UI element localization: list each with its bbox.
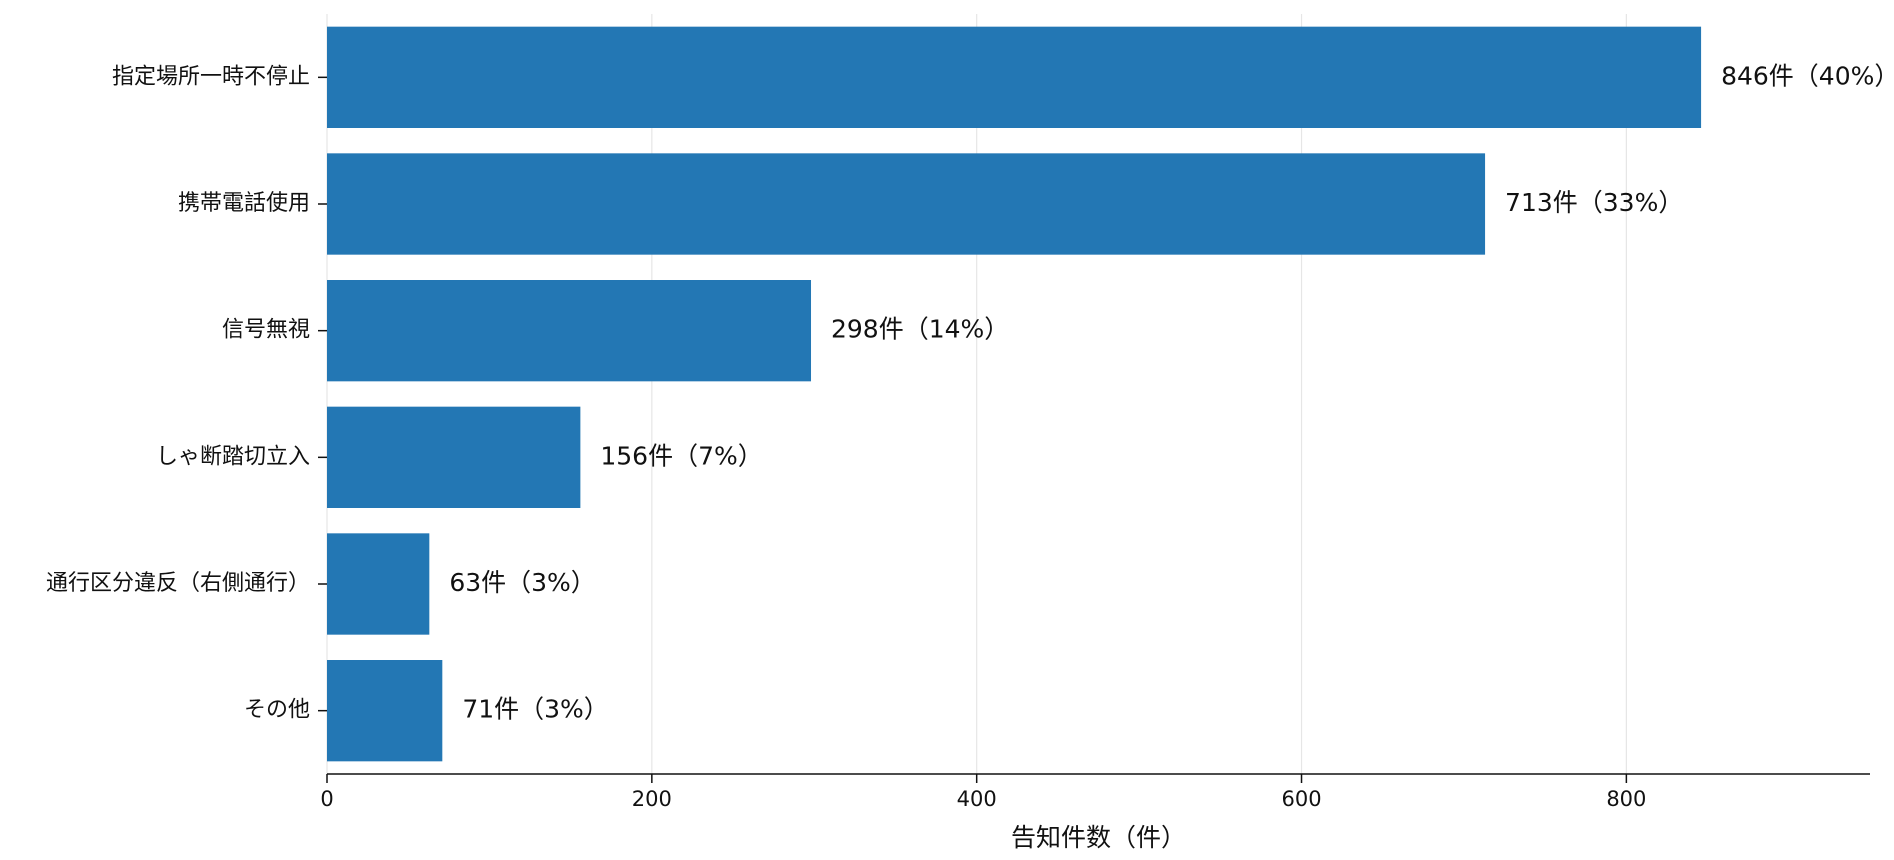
- data-label: 846件（40%）: [1721, 61, 1894, 90]
- category-label: しゃ断踏切立入: [156, 444, 310, 469]
- data-label: 156件（7%）: [600, 441, 762, 470]
- x-tick-label: 400: [957, 787, 997, 811]
- data-label: 298件（14%）: [831, 315, 1009, 344]
- x-tick-label: 0: [320, 787, 333, 811]
- bar: [327, 280, 812, 382]
- bar: [327, 153, 1486, 255]
- bar: [327, 406, 581, 508]
- x-axis-title: 告知件数（件）: [1011, 823, 1186, 852]
- data-label: 713件（33%）: [1505, 188, 1683, 217]
- bar: [327, 660, 443, 762]
- labels: 指定場所一時不停止 846件（40%） 携帯電話使用 713件（33%） 信号無視 298…: [46, 61, 1894, 811]
- category-label: 信号無視: [222, 318, 310, 343]
- data-label: 71件（3%）: [462, 695, 608, 724]
- grid-lines: [326, 14, 1627, 774]
- category-label: 携帯電話使用: [178, 191, 310, 216]
- category-label: その他: [244, 698, 310, 723]
- x-tick-label: 800: [1606, 787, 1646, 811]
- axes: [318, 76, 1870, 783]
- x-tick-label: 200: [632, 787, 672, 811]
- bar: [327, 26, 1702, 129]
- data-label: 63件（3%）: [449, 568, 595, 597]
- bar: [327, 533, 430, 635]
- category-label: 指定場所一時不停止: [112, 64, 310, 89]
- bars: [327, 26, 1702, 762]
- x-tick-label: 600: [1281, 787, 1321, 811]
- category-label: 通行区分違反（右側通行）: [46, 571, 310, 596]
